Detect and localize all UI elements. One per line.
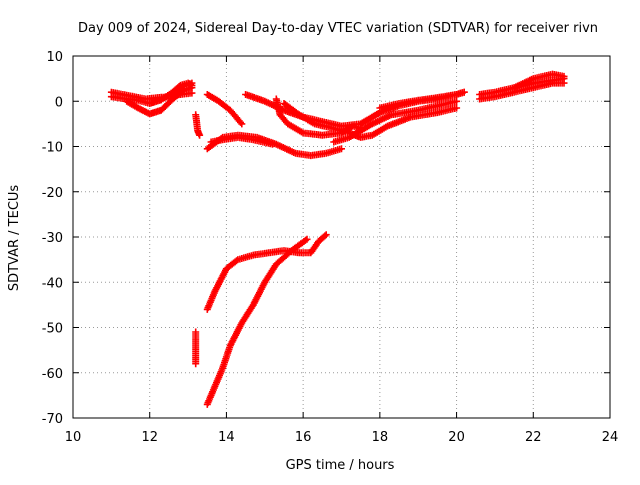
x-tick-label: 12 — [141, 430, 158, 445]
x-tick-label: 22 — [525, 430, 542, 445]
series-arc-m — [376, 88, 468, 112]
data-markers — [280, 100, 461, 141]
y-tick-label: 0 — [55, 95, 63, 110]
x-tick-label: 10 — [65, 430, 82, 445]
series-arc-o — [476, 79, 568, 103]
series-arc-l — [330, 97, 461, 146]
data-markers — [203, 91, 246, 128]
data-markers — [123, 84, 196, 118]
series-arc-d — [169, 79, 196, 96]
series-points-e — [192, 111, 204, 139]
data-markers — [376, 88, 468, 112]
series-arc-c — [123, 84, 196, 118]
data-markers — [203, 235, 311, 408]
series-arc-p — [510, 70, 568, 92]
y-tick-label: -10 — [42, 141, 63, 156]
data-markers — [203, 231, 330, 313]
data-markers — [207, 133, 276, 148]
data-markers — [192, 111, 204, 139]
y-tick-label: -20 — [42, 186, 63, 201]
x-tick-label: 24 — [602, 430, 619, 445]
y-tick-label: -60 — [42, 367, 63, 382]
data-layer — [107, 70, 568, 408]
series-points-q — [192, 328, 200, 368]
data-markers — [192, 328, 200, 368]
x-tick-label: 14 — [218, 430, 235, 445]
series-arc-f — [203, 91, 246, 128]
y-axis-label: SDTVAR / TECUs — [7, 185, 22, 292]
series-arc-k — [280, 100, 461, 141]
series-arc-s — [203, 235, 311, 408]
data-markers — [169, 79, 196, 96]
x-axis-label: GPS time / hours — [286, 458, 395, 473]
data-markers — [476, 79, 568, 103]
x-tick-label: 18 — [372, 430, 389, 445]
chart-title: Day 009 of 2024, Sidereal Day-to-day VTE… — [78, 21, 598, 36]
series-arc-r — [203, 231, 330, 313]
tick-layer: 10 12 14 16 18 20 22 24 10 0 -10 -20 -30 -40 -50 -60 -70 — [42, 50, 619, 445]
y-tick-label: -70 — [42, 412, 63, 427]
y-tick-label: 10 — [46, 50, 63, 65]
x-tick-label: 20 — [448, 430, 465, 445]
data-markers — [510, 70, 568, 92]
y-tick-label: -50 — [42, 322, 63, 337]
y-tick-label: -40 — [42, 276, 63, 291]
y-tick-label: -30 — [42, 231, 63, 246]
series-arc-h — [207, 133, 276, 148]
x-tick-label: 16 — [295, 430, 312, 445]
data-markers — [330, 97, 461, 146]
